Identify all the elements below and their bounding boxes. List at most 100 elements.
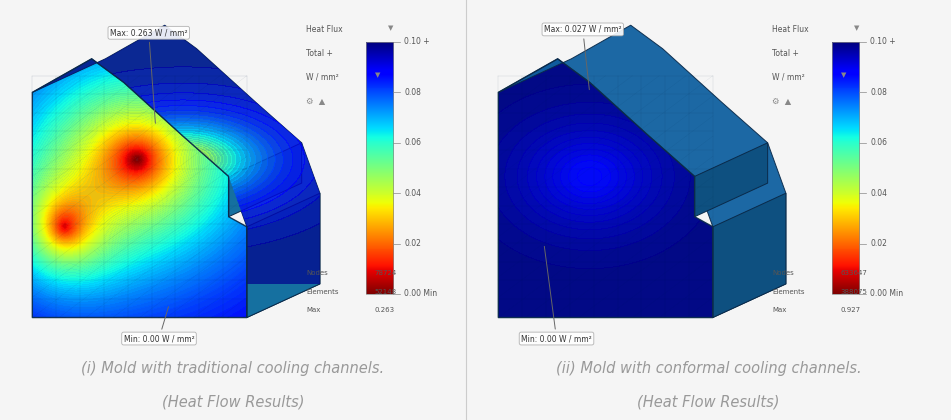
Point <box>2 341 17 348</box>
Point <box>2 341 17 348</box>
Point <box>468 341 483 348</box>
Point <box>2 341 17 348</box>
Text: 0.00 Min: 0.00 Min <box>404 289 437 299</box>
Point <box>468 341 483 348</box>
Point <box>468 341 483 348</box>
Text: W / mm²: W / mm² <box>772 72 805 81</box>
Point <box>468 341 483 348</box>
Point <box>2 341 17 348</box>
Text: 0.04: 0.04 <box>870 189 887 198</box>
Point <box>2 341 17 348</box>
Point <box>2 341 17 348</box>
Point <box>468 341 483 348</box>
Point <box>468 341 483 348</box>
Point <box>2 341 17 348</box>
Point <box>468 341 483 348</box>
Polygon shape <box>498 59 713 318</box>
Bar <box>831 42 859 294</box>
Point <box>468 341 483 348</box>
Point <box>2 341 17 348</box>
Point <box>2 341 17 348</box>
Text: 0.10 +: 0.10 + <box>404 37 430 47</box>
Point <box>2 341 17 348</box>
Point <box>468 341 483 348</box>
Text: 0.02: 0.02 <box>404 239 421 248</box>
Point <box>2 341 17 348</box>
Text: Nodes: Nodes <box>772 270 794 276</box>
Point <box>2 341 17 348</box>
Point <box>468 341 483 348</box>
Point <box>468 341 483 348</box>
Point <box>2 341 17 348</box>
Point <box>2 341 17 348</box>
Point <box>2 341 17 348</box>
Text: Max: 0.263 W / mm²: Max: 0.263 W / mm² <box>110 28 187 123</box>
Text: Min: 0.00 W / mm²: Min: 0.00 W / mm² <box>521 247 592 343</box>
Text: Max: Max <box>306 307 320 313</box>
Point <box>2 341 17 348</box>
Text: Max: Max <box>772 307 786 313</box>
Point <box>468 341 483 348</box>
Text: 388075: 388075 <box>841 289 867 295</box>
Point <box>468 341 483 348</box>
Point <box>468 341 483 348</box>
Point <box>468 341 483 348</box>
Point <box>468 341 483 348</box>
Text: (i) Mold with traditional cooling channels.: (i) Mold with traditional cooling channe… <box>82 361 384 376</box>
Point <box>468 341 483 348</box>
Point <box>468 341 483 348</box>
Point <box>2 341 17 348</box>
Polygon shape <box>228 143 301 217</box>
Point <box>468 341 483 348</box>
Point <box>468 341 483 348</box>
Point <box>2 341 17 348</box>
Point <box>2 341 17 348</box>
Point <box>468 341 483 348</box>
Text: 0.10 +: 0.10 + <box>870 37 896 47</box>
Polygon shape <box>247 193 320 318</box>
Point <box>2 341 17 348</box>
Point <box>2 341 17 348</box>
Point <box>2 341 17 348</box>
Polygon shape <box>694 143 767 217</box>
Point <box>2 341 17 348</box>
Point <box>2 341 17 348</box>
Point <box>2 341 17 348</box>
Point <box>2 341 17 348</box>
Point <box>468 341 483 348</box>
Point <box>2 341 17 348</box>
Point <box>2 341 17 348</box>
Point <box>2 341 17 348</box>
Point <box>2 341 17 348</box>
Point <box>468 341 483 348</box>
Text: 0.927: 0.927 <box>841 307 861 313</box>
Point <box>2 341 17 348</box>
Text: 0.02: 0.02 <box>870 239 887 248</box>
Point <box>2 341 17 348</box>
Point <box>2 341 17 348</box>
Point <box>468 341 483 348</box>
Text: ⚙  ▲: ⚙ ▲ <box>772 96 791 105</box>
Point <box>468 341 483 348</box>
Point <box>2 341 17 348</box>
Point <box>2 341 17 348</box>
Point <box>2 341 17 348</box>
Point <box>2 341 17 348</box>
Point <box>2 341 17 348</box>
Point <box>468 341 483 348</box>
Point <box>468 341 483 348</box>
Point <box>468 341 483 348</box>
Point <box>2 341 17 348</box>
Text: (Heat Flow Results): (Heat Flow Results) <box>637 395 780 410</box>
Point <box>2 341 17 348</box>
Point <box>468 341 483 348</box>
Point <box>2 341 17 348</box>
Point <box>2 341 17 348</box>
Point <box>2 341 17 348</box>
Point <box>2 341 17 348</box>
Point <box>468 341 483 348</box>
Point <box>2 341 17 348</box>
Point <box>2 341 17 348</box>
Point <box>2 341 17 348</box>
Point <box>2 341 17 348</box>
